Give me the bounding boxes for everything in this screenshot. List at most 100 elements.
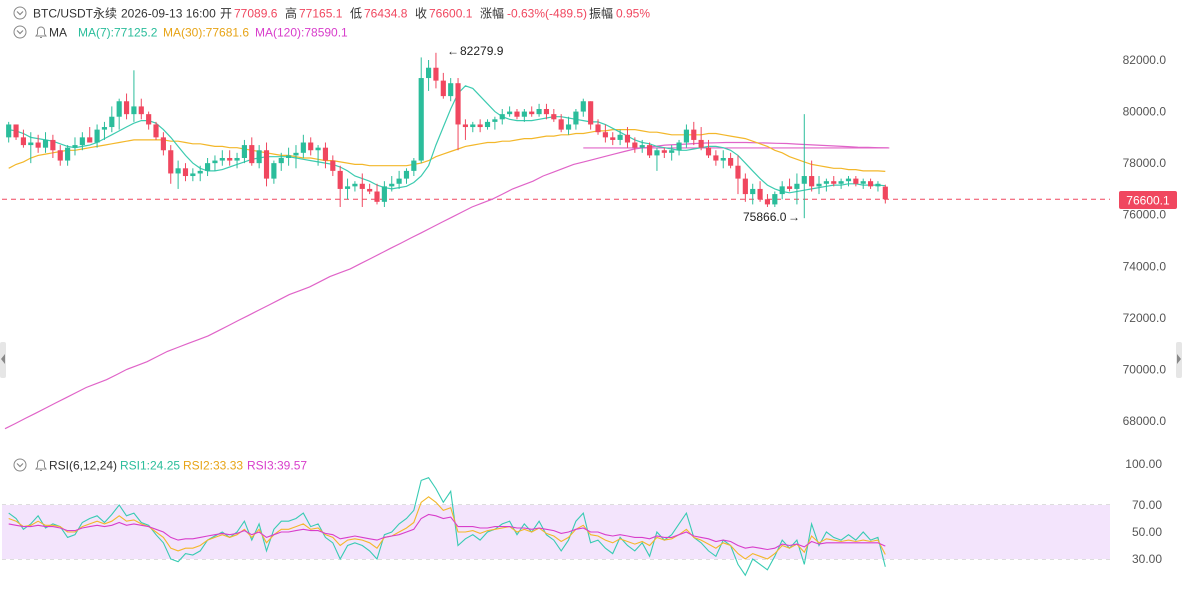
- datetime-label: 2026-09-13 16:00: [121, 7, 216, 21]
- candle: [13, 124, 19, 140]
- candle-body: [426, 67, 432, 79]
- rsi-axis-label: 30.00: [1132, 552, 1162, 566]
- amplitude-label: 振幅: [589, 6, 613, 21]
- candle: [286, 147, 292, 166]
- ma7-legend: MA(7):77125.2: [78, 26, 158, 40]
- candle-body: [234, 157, 240, 161]
- candle: [823, 178, 829, 192]
- rsi-collapse-icon[interactable]: [13, 458, 27, 472]
- candle: [87, 127, 93, 143]
- price-axis-label: 82000.0: [1123, 53, 1167, 67]
- candle-body: [816, 183, 822, 187]
- candle-body: [558, 119, 564, 130]
- candle-body: [845, 178, 852, 182]
- rsi-lines: [8, 477, 886, 577]
- rsi1-legend: RSI1:24.25: [120, 459, 180, 473]
- candle: [344, 178, 351, 200]
- candle: [197, 165, 203, 182]
- candle: [624, 127, 631, 148]
- candle-body: [116, 101, 122, 117]
- candle-body: [735, 165, 741, 179]
- candle: [293, 145, 299, 169]
- candle: [507, 106, 513, 117]
- price-axis-label: 68000.0: [1123, 414, 1167, 428]
- candle-body: [536, 108, 542, 115]
- candle: [617, 129, 623, 146]
- candle-body: [529, 111, 535, 115]
- candle-body: [742, 178, 748, 195]
- candle: [271, 160, 277, 184]
- candle: [249, 137, 255, 166]
- candle-body: [278, 157, 284, 164]
- candle-body: [227, 157, 233, 161]
- candle: [138, 98, 144, 120]
- bell-icon[interactable]: [35, 26, 47, 38]
- candle-body: [249, 145, 255, 164]
- candle-body: [521, 111, 527, 117]
- candle-body: [381, 186, 387, 202]
- rsi-series-rsi3: [8, 513, 886, 551]
- candle: [146, 111, 152, 130]
- ma7-series: [8, 85, 886, 194]
- candle-body: [632, 142, 638, 148]
- candle: [123, 93, 130, 120]
- candle-body: [683, 129, 689, 143]
- candle: [868, 178, 874, 189]
- candle: [396, 170, 402, 189]
- candle: [20, 129, 26, 148]
- price-tag: 76600.1: [1119, 191, 1177, 209]
- candle: [484, 119, 491, 130]
- candle-body: [72, 145, 78, 148]
- candle-body: [418, 78, 424, 161]
- candle-body: [610, 137, 616, 140]
- candle: [367, 183, 373, 195]
- candle: [742, 173, 748, 202]
- collapse-icon[interactable]: [13, 6, 27, 20]
- low-marker-value: 75866.0: [743, 210, 787, 224]
- candle-body: [256, 150, 262, 164]
- candle: [256, 145, 262, 169]
- high-marker-arrow: ←: [447, 44, 459, 58]
- candle: [455, 78, 461, 151]
- candle: [543, 103, 550, 120]
- candle: [315, 145, 321, 166]
- rsi-bell-icon[interactable]: [35, 459, 47, 471]
- ma30-series: [8, 129, 886, 172]
- candle: [558, 114, 564, 133]
- candle-body: [772, 194, 778, 205]
- candle-body: [205, 163, 211, 171]
- candle-body: [87, 137, 93, 143]
- candle: [610, 132, 616, 146]
- candle-body: [757, 188, 763, 200]
- ma30-legend: MA(30):77681.6: [163, 26, 249, 40]
- candle-body: [801, 176, 807, 184]
- candle-body: [160, 137, 166, 151]
- scroll-left-handle[interactable]: [0, 342, 6, 378]
- candle-body: [131, 106, 137, 115]
- candle: [433, 52, 439, 89]
- candle: [94, 124, 100, 148]
- candle: [750, 183, 756, 205]
- candle-body: [823, 181, 829, 184]
- candle: [101, 121, 108, 140]
- candle: [205, 157, 211, 177]
- ma-collapse-icon[interactable]: [13, 25, 27, 39]
- candle: [794, 173, 800, 205]
- candle-body: [669, 150, 675, 153]
- candle: [713, 150, 719, 166]
- candle: [772, 191, 778, 207]
- ma7-line: [8, 85, 886, 194]
- candle: [219, 150, 225, 166]
- candle: [57, 145, 63, 166]
- candlesticks: [6, 52, 888, 219]
- scroll-right-handle[interactable]: [1176, 342, 1182, 378]
- candle: [212, 155, 218, 171]
- candle-body: [109, 116, 115, 128]
- candle-body: [462, 124, 468, 128]
- candle-body: [764, 199, 771, 205]
- candle-body: [728, 157, 734, 166]
- candle-body: [639, 145, 645, 148]
- candle-body: [705, 147, 712, 156]
- ma120-legend: MA(120):78590.1: [255, 26, 348, 40]
- open-label: 开: [220, 7, 232, 21]
